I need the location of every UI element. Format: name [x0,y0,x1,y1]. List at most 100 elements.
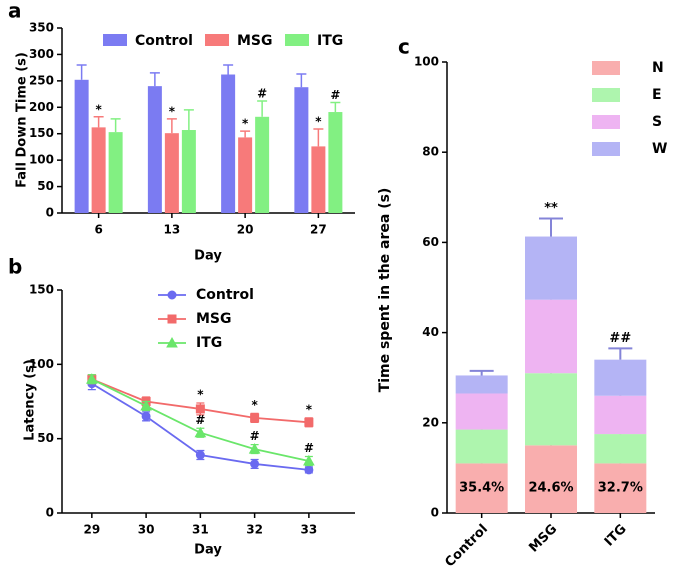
legend-swatch [285,34,309,46]
bar [181,130,196,213]
error-bar [76,64,87,80]
legend-marker [167,314,177,324]
bar-segment [594,463,647,513]
legend-swatch [592,88,620,102]
x-axis-label: Day [194,543,222,558]
significance-mark: * [306,402,313,416]
error-bar [330,101,341,113]
bar [91,127,106,213]
bar [311,146,326,213]
y-tick-label: 0 [431,506,439,520]
bar-label: 35.4% [459,481,504,496]
error-bar [469,369,494,376]
bar [108,132,123,213]
point [194,426,207,438]
y-tick-label: 100 [29,153,54,167]
y-tick-label: 200 [29,100,54,114]
x-tick-label: MSG [526,522,560,556]
x-tick-label: 32 [246,523,263,537]
bar [255,116,270,213]
significance-mark: * [315,114,322,128]
point [141,411,151,421]
significance-mark: * [95,102,102,116]
x-tick-label: 30 [138,523,155,537]
significance-mark: # [250,429,260,443]
significance-mark: # [330,88,340,102]
bar-segment [525,236,577,300]
bar [328,112,343,213]
legend-swatch [592,142,620,156]
bar-segment [455,463,508,513]
point [195,404,205,414]
y-tick-label: 300 [29,47,54,61]
bar-segment [525,373,577,446]
x-tick-label: 33 [301,523,318,537]
x-tick-label: 13 [164,223,181,237]
bar-segment [525,445,577,513]
error-bar [240,130,251,138]
significance-mark: # [257,86,267,100]
panel-label: b [8,255,22,279]
bar-segment [455,393,508,430]
y-tick-label: 250 [29,73,54,87]
legend-swatch [592,61,620,75]
x-tick-label: 31 [192,523,209,537]
y-tick-label: 20 [422,415,439,429]
error-bar [166,118,177,134]
error-bar [223,64,234,75]
legend-label: ITG [317,33,343,49]
x-axis-label: Day [194,249,222,264]
x-tick-label: 29 [83,523,100,537]
significance-mark: # [195,413,205,427]
y-tick-label: 350 [29,21,54,35]
legend-label: Control [135,33,193,49]
error-bar [110,118,121,133]
point [250,413,260,423]
point [195,450,205,460]
legend-label: MSG [237,33,273,49]
bar-segment [594,359,647,396]
y-tick-label: 150 [29,126,54,140]
bar-segment [594,434,647,464]
bar-segment [455,375,508,394]
legend-label: N [652,60,664,76]
bar [294,87,309,213]
x-tick-label: 27 [310,223,327,237]
bar-segment [525,299,577,374]
error-bar [539,217,563,237]
x-tick-label: ITG [602,522,630,550]
y-tick-label: 0 [46,206,54,220]
point [304,417,314,427]
bar-label: 32.7% [598,481,643,496]
y-tick-label: 50 [37,179,54,193]
legend-label: Control [196,287,254,303]
bar-segment [455,429,508,464]
significance-mark: * [197,387,204,401]
bar [164,133,179,213]
error-bar [257,100,268,117]
error-bar [183,109,194,131]
y-tick-label: 50 [37,431,54,445]
point [250,459,260,469]
error-bar [149,72,160,87]
significance-mark: ## [609,331,631,346]
legend-label: S [652,114,662,130]
significance-mark: ** [544,201,558,216]
bar [147,86,162,213]
y-tick-label: 100 [29,357,54,371]
legend-label: E [652,87,662,103]
bar-segment [594,395,647,435]
bar [238,137,253,213]
significance-mark: * [251,398,258,412]
y-axis-label: Time spent in the area (s) [377,188,393,393]
legend-swatch [205,34,229,46]
error-bar [296,73,307,88]
error-bar [93,116,104,128]
legend-label: W [652,141,667,157]
y-tick-label: 40 [422,325,439,339]
panel-label: a [8,0,22,23]
point [140,399,152,411]
legend-marker [166,336,178,348]
y-tick-label: 100 [414,55,439,69]
